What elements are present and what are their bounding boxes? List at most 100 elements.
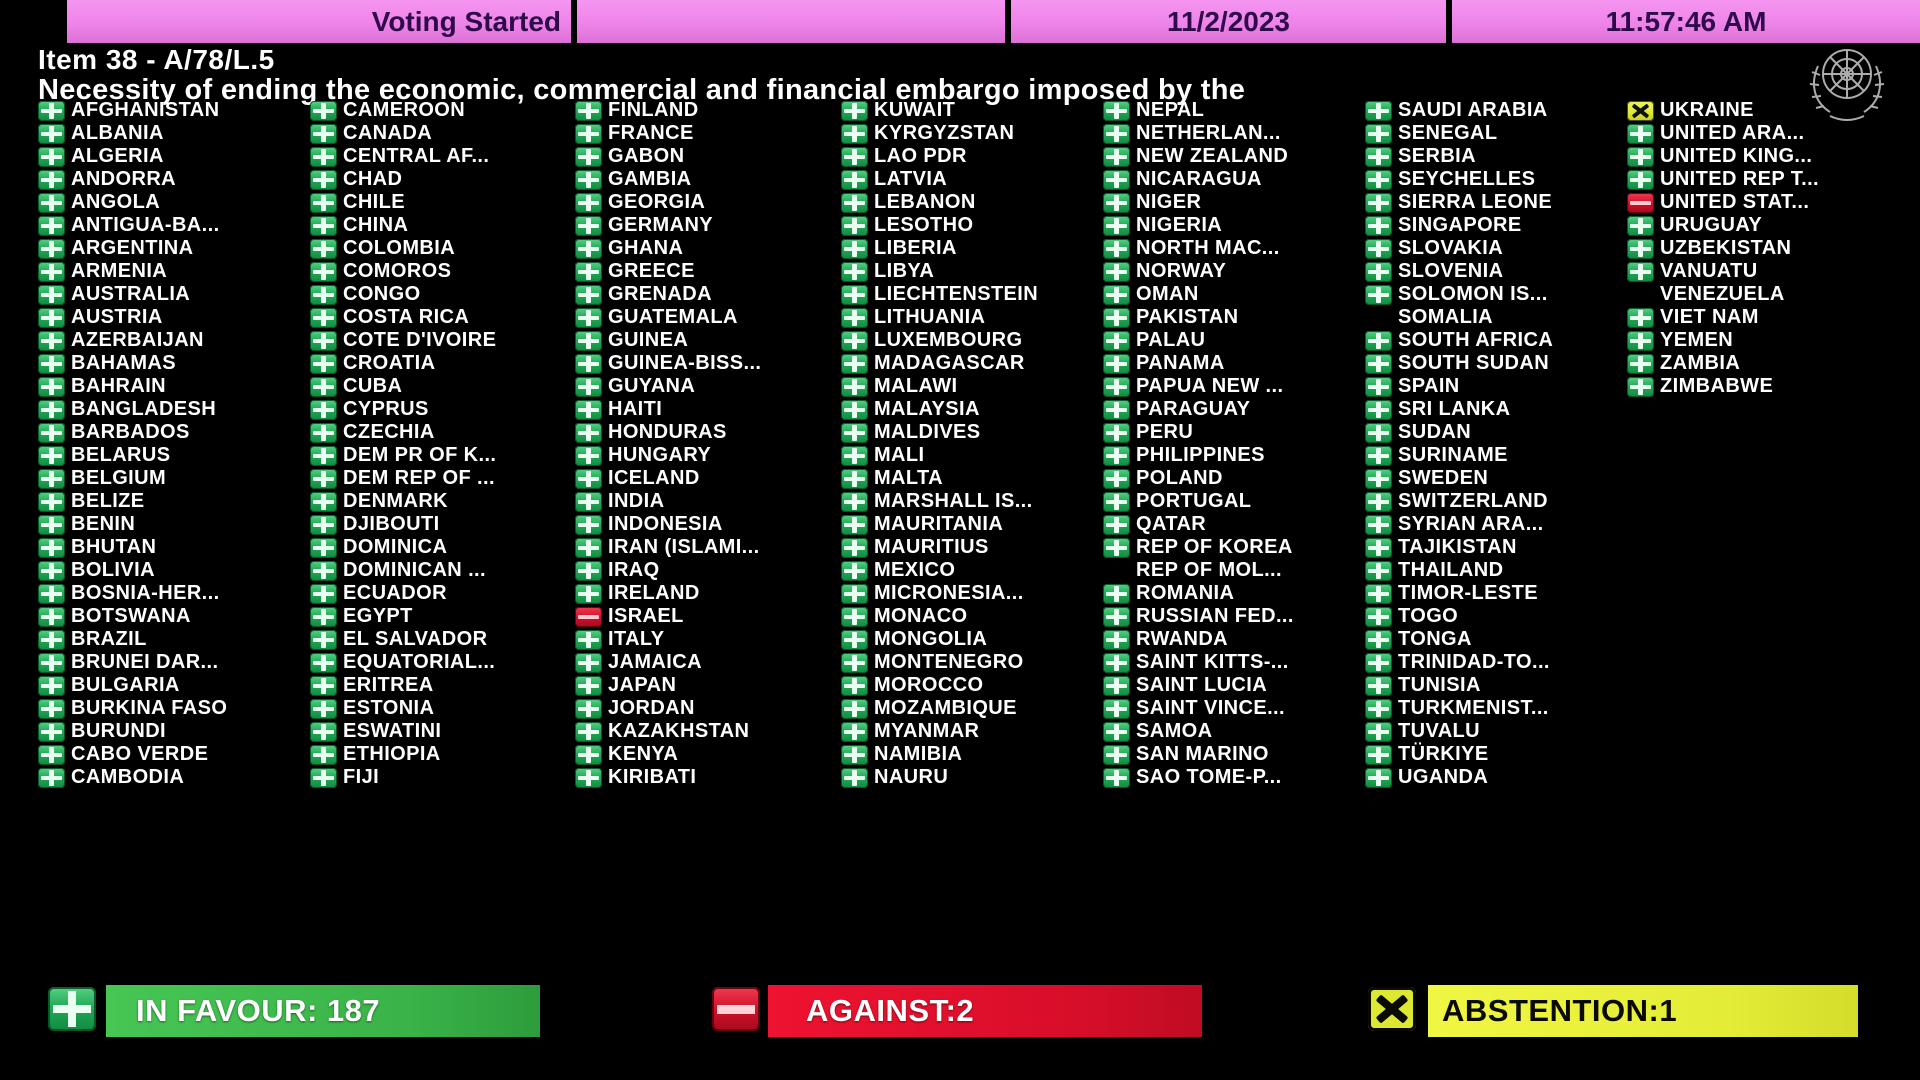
country-name: RUSSIAN FED... [1136,605,1294,627]
country-row: POLAND [1103,467,1365,490]
country-name: CROATIA [343,352,436,374]
country-row: COMOROS [310,260,572,283]
country-row: PAPUA NEW ... [1103,375,1365,398]
country-name: MADAGASCAR [874,352,1025,374]
country-row: DENMARK [310,490,572,513]
country-name: TRINIDAD-TO... [1398,651,1550,673]
country-name: ZIMBABWE [1660,375,1774,397]
country-name: HAITI [608,398,663,420]
country-row: BHUTAN [38,536,300,559]
country-row: SLOVENIA [1365,260,1627,283]
country-row: ESWATINI [310,720,572,743]
vote-icon-in-favour [575,537,602,558]
country-name: GRENADA [608,283,712,305]
country-name: NAMIBIA [874,743,963,765]
country-name: LIBERIA [874,237,957,259]
country-row: FIJI [310,766,572,789]
vote-icon-in-favour [1365,583,1392,604]
vote-icon-in-favour [310,514,337,535]
vote-icon-in-favour [575,629,602,650]
country-name: IRELAND [608,582,700,604]
country-name: SAUDI ARABIA [1398,99,1548,121]
vote-icon-in-favour [1365,123,1392,144]
country-name: UNITED KING... [1660,145,1813,167]
country-row: CHINA [310,214,572,237]
country-row: UZBEKISTAN [1627,237,1889,260]
country-row: BURKINA FASO [38,697,300,720]
country-row: NEW ZEALAND [1103,145,1365,168]
country-name: SOUTH AFRICA [1398,329,1554,351]
vote-icon-in-favour [1365,606,1392,627]
country-row: IRELAND [575,582,837,605]
vote-icon-in-favour [310,560,337,581]
vote-icon-in-favour [310,376,337,397]
country-row: ANDORRA [38,168,300,191]
country-row: TUNISIA [1365,674,1627,697]
country-name: SUDAN [1398,421,1472,443]
country-name: MAURITIUS [874,536,989,558]
country-name: KENYA [608,743,679,765]
country-name: ESTONIA [343,697,435,719]
country-row: OMAN [1103,283,1365,306]
country-name: AZERBAIJAN [71,329,204,351]
country-row: EQUATORIAL... [310,651,572,674]
country-name: BELGIUM [71,467,167,489]
country-name: CANADA [343,122,433,144]
against-icon [712,987,760,1031]
vote-icon-in-favour [575,146,602,167]
vote-icon-in-favour [1627,330,1654,351]
vote-icon-in-favour [1103,192,1130,213]
country-name: GUATEMALA [608,306,738,328]
country-row: SENEGAL [1365,122,1627,145]
vote-icon-in-favour [1627,261,1654,282]
country-row: GHANA [575,237,837,260]
against-tally: AGAINST:2 [768,985,1202,1037]
country-name: UNITED ARA... [1660,122,1805,144]
vote-icon-in-favour [1365,468,1392,489]
country-name: ICELAND [608,467,700,489]
country-row: SOLOMON IS... [1365,283,1627,306]
country-row: IRAQ [575,559,837,582]
vote-icon-in-favour [575,698,602,719]
country-row: MYANMAR [841,720,1103,743]
country-name: AFGHANISTAN [71,99,220,121]
country-name: GREECE [608,260,695,282]
vote-icon-in-favour [1103,215,1130,236]
country-row: ZIMBABWE [1627,375,1889,398]
country-name: INDIA [608,490,665,512]
country-name: LIBYA [874,260,935,282]
country-name: FINLAND [608,99,699,121]
vote-icon-in-favour [1365,537,1392,558]
country-row: MICRONESIA... [841,582,1103,605]
country-row: ICELAND [575,467,837,490]
country-row: GREECE [575,260,837,283]
country-name: AUSTRIA [71,306,163,328]
vote-icon-in-favour [1103,767,1130,788]
vote-icon-in-favour [310,606,337,627]
country-name: UGANDA [1398,766,1489,788]
vote-icon-in-favour [1103,238,1130,259]
country-name: TÜRKIYE [1398,743,1489,765]
country-row: COTE D'IVOIRE [310,329,572,352]
country-row: SAINT KITTS-... [1103,651,1365,674]
country-row: ALGERIA [38,145,300,168]
country-row: RWANDA [1103,628,1365,651]
vote-icon-in-favour [1103,606,1130,627]
country-name: BARBADOS [71,421,190,443]
country-row: AZERBAIJAN [38,329,300,352]
vote-icon-in-favour [38,192,65,213]
vote-icon-in-favour [310,399,337,420]
country-name: ANGOLA [71,191,161,213]
vote-icon-in-favour [38,491,65,512]
country-name: DEM REP OF ... [343,467,495,489]
vote-icon-in-favour [38,560,65,581]
abstention-tally: ABSTENTION:1 [1428,985,1858,1037]
vote-icon-in-favour [1365,399,1392,420]
vote-icon-in-favour [841,169,868,190]
country-name: FRANCE [608,122,694,144]
topbar-blank-segment [577,0,1005,43]
country-name: PARAGUAY [1136,398,1251,420]
vote-icon-in-favour [841,652,868,673]
country-row: DOMINICAN ... [310,559,572,582]
country-row: MONTENEGRO [841,651,1103,674]
